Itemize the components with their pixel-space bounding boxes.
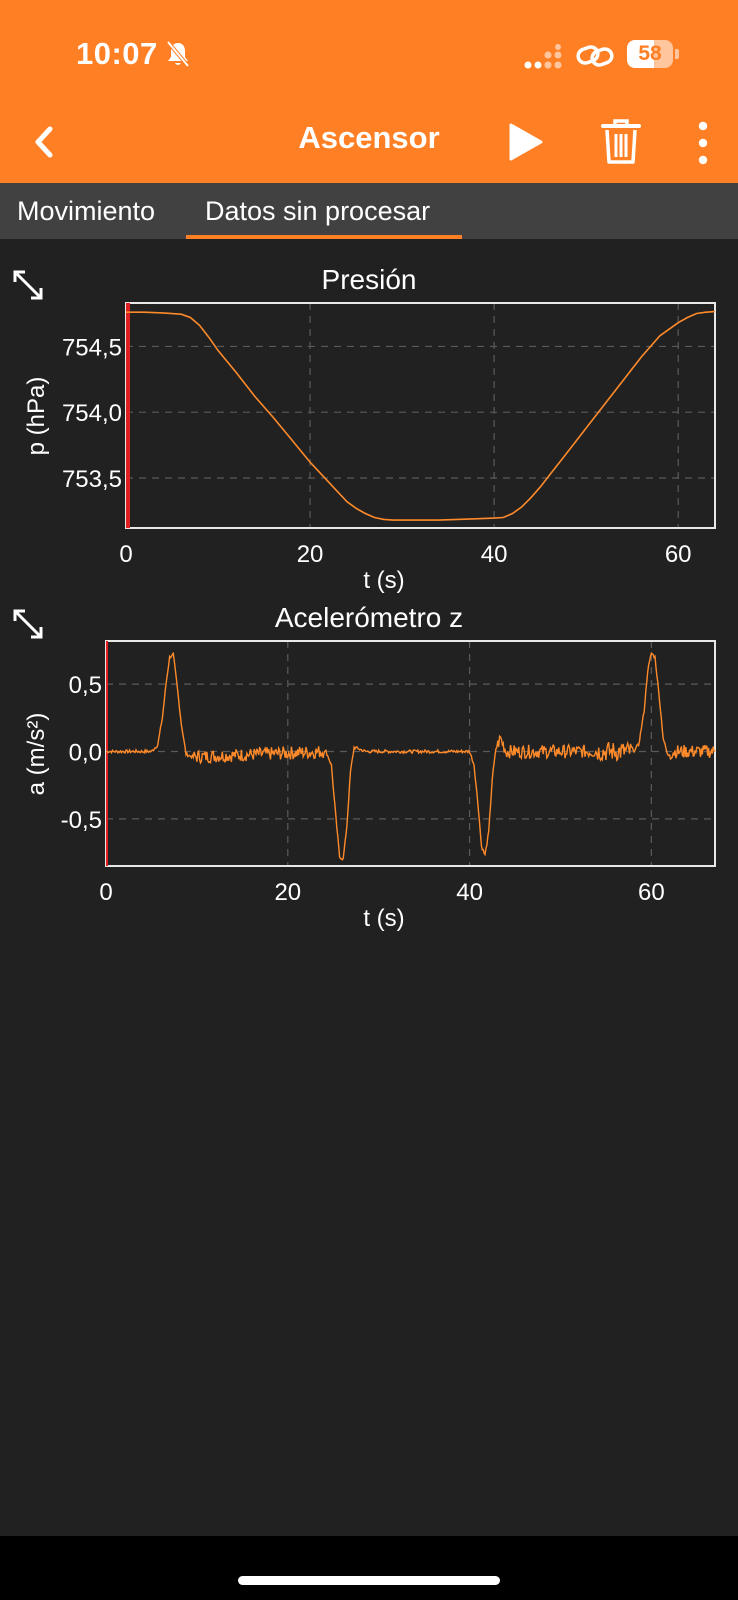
- signal-icon: [524, 44, 562, 69]
- tab-bar: Movimiento Datos sin procesar: [0, 183, 738, 239]
- cursor-marker: [106, 641, 108, 866]
- battery-icon: 58: [627, 40, 681, 70]
- x-tick-label: 20: [297, 541, 324, 568]
- chart-title: Acelerómetro z: [275, 602, 463, 633]
- x-axis-label: t (s): [363, 905, 404, 932]
- x-tick-label: 0: [99, 879, 112, 906]
- tab-movimiento[interactable]: Movimiento: [17, 196, 156, 226]
- app-header: 10:07 58 Ascensor: [0, 0, 738, 183]
- expand-icon[interactable]: [11, 607, 45, 641]
- x-axis-label: t (s): [363, 567, 404, 594]
- delete-button[interactable]: [600, 118, 642, 166]
- accelerometer-chart: Acelerómetro z 0 20 40 60 -0,5 0,0 0,5 t (s) a…: [23, 602, 716, 932]
- x-tick-label: 60: [638, 879, 665, 906]
- bell-muted-icon: [166, 40, 190, 68]
- accelerometer-series-line: [105, 651, 716, 861]
- link-icon: [576, 45, 614, 67]
- pressure-chart: Presión 0 20 40 60 753,5 754,0 754,5 t (s) p (…: [23, 264, 716, 594]
- y-tick-label: 753,5: [62, 466, 122, 493]
- x-tick-label: 40: [481, 541, 508, 568]
- more-options-button[interactable]: [696, 120, 710, 166]
- back-button[interactable]: [26, 120, 62, 164]
- y-axis-label: p (hPa): [23, 377, 50, 456]
- active-tab-indicator: [186, 235, 462, 239]
- status-time: 10:07: [76, 36, 158, 71]
- pressure-series-line: [126, 310, 716, 521]
- y-tick-label: 754,0: [62, 400, 122, 427]
- y-tick-label: 0,5: [69, 672, 102, 699]
- y-tick-label: -0,5: [61, 807, 102, 834]
- expand-icon[interactable]: [11, 268, 45, 302]
- play-button[interactable]: [508, 122, 544, 162]
- x-tick-label: 40: [456, 879, 483, 906]
- x-tick-label: 60: [665, 541, 692, 568]
- battery-level: 58: [638, 42, 662, 65]
- x-tick-label: 0: [119, 541, 132, 568]
- tab-datos-sin-procesar[interactable]: Datos sin procesar: [205, 196, 431, 226]
- cursor-marker: [126, 303, 130, 528]
- plot-frame: [125, 302, 716, 529]
- y-tick-label: 0,0: [69, 739, 102, 766]
- chart-title: Presión: [322, 264, 417, 295]
- home-indicator[interactable]: [238, 1576, 500, 1585]
- home-bar-area: [0, 1536, 738, 1600]
- page-title: Ascensor: [298, 120, 440, 155]
- y-axis-label: a (m/s²): [23, 713, 50, 796]
- x-tick-label: 20: [274, 879, 301, 906]
- y-tick-label: 754,5: [62, 334, 122, 361]
